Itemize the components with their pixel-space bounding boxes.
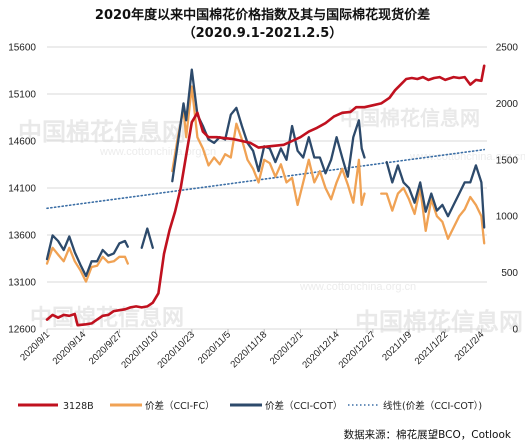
x-tick-label: 2020/10/23 [156,329,197,370]
y-right-tick-label: 2000 [496,99,519,110]
series-line-cci-cot [45,234,129,278]
y-right-tick-label: 1000 [496,212,519,223]
legend: 3128B 价差（CCI-FC） 价差（CCI-COT） 线性(价差（CCI-C… [18,400,482,412]
series-line-cci-fc [45,246,129,283]
y-right-tick-label: 0 [512,325,518,336]
watermark-text: 中国棉花信息网 [340,106,480,130]
y-left-tick-label: 14600 [8,137,36,148]
y-left-tick-label: 13100 [8,278,36,289]
series-line-cci-fc [380,186,486,245]
x-tick-label: 2020/11/5 [196,329,233,366]
watermark-text: 中国棉花信息网 [30,305,184,331]
y-axis-left: 12600 13100 13600 14100 14600 15100 15600 [8,43,36,336]
chart-subtitle: （2020.9.1-2021.2.5） [183,25,343,41]
legend-label-3128b: 3128B [63,401,94,412]
y-right-tick-label: 500 [501,268,518,279]
legend-label-cci-cot: 价差（CCI-COT） [265,400,342,412]
y-axis-right: 0 500 1000 1500 2000 2500 [496,43,519,336]
x-tick-label: 2020/9/27 [87,329,125,367]
series-line-cci-cot [385,160,486,229]
series-layer [45,64,486,327]
source-note: 数据来源：棉花展望BCO，Cotlook [344,428,512,441]
legend-label-cci-fc: 价差（CCI-FC） [145,400,215,412]
watermark: 中国棉花信息网 www.cottonchina.org.cn 中国棉花信息网 w… [18,106,525,336]
grid [47,46,487,330]
y-left-tick-label: 13600 [8,231,36,242]
legend-label-trend: 线性(价差（CCI-COT）) [383,400,482,412]
chart-title: 2020年度以来中国棉花价格指数及其与国际棉花现货价差 [95,7,430,23]
y-left-tick-label: 15600 [8,43,36,54]
watermark-url: www.cottonchina.org.cn [409,151,525,163]
watermark-text: 中国棉花信息网 [18,118,186,146]
watermark-url: www.cottonchina.org.cn [299,281,416,293]
y-right-tick-label: 1500 [496,155,519,166]
y-left-tick-label: 15100 [8,90,36,101]
series-line-cci-fc [171,85,366,207]
y-left-tick-label: 12600 [8,325,36,336]
series-line-trend [46,148,485,210]
series-line-cci-cot [171,68,366,183]
x-tick-label: 2020/12/14 [300,329,341,370]
series-line-cci-cot [140,227,154,249]
x-tick-label: 2020/9/14 [51,329,89,367]
watermark-url: www.cottonchina.org.cn [99,146,216,158]
x-tick-label: 2020/10/10 [119,329,160,370]
x-tick-label: 2020/11/18 [228,329,269,370]
series-line-s3128b [45,64,486,327]
x-tick-label: 2020/12/1 [268,329,306,367]
watermark-text: 中国棉花信息网 [355,308,523,336]
y-right-tick-label: 2500 [496,43,519,54]
y-left-tick-label: 14100 [8,184,36,195]
